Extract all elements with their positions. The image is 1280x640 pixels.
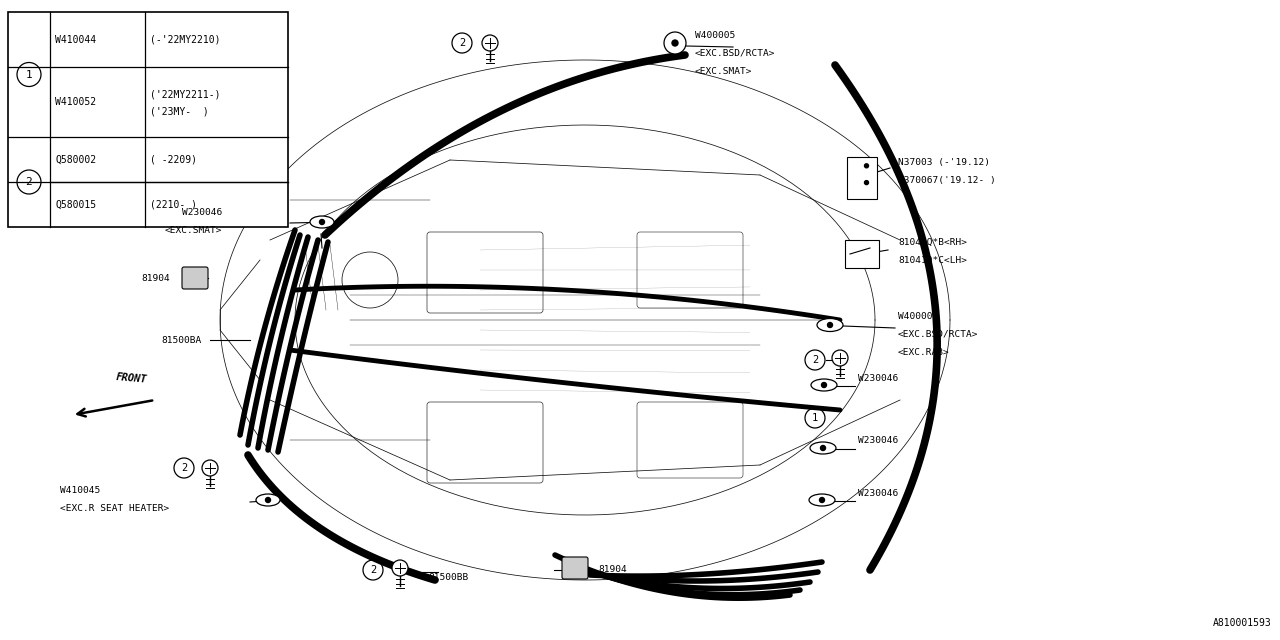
- Text: <EXC.R SEAT HEATER>: <EXC.R SEAT HEATER>: [60, 504, 169, 513]
- Text: (-'22MY2210): (-'22MY2210): [150, 35, 220, 45]
- Text: W410044: W410044: [55, 35, 96, 45]
- Ellipse shape: [812, 379, 837, 391]
- Text: 2: 2: [812, 355, 818, 365]
- Bar: [847, 157, 877, 200]
- Circle shape: [483, 35, 498, 51]
- Text: 81041Q*B<RH>: 81041Q*B<RH>: [899, 237, 966, 246]
- Circle shape: [832, 350, 849, 366]
- Text: ( -2209): ( -2209): [150, 154, 197, 164]
- Circle shape: [664, 32, 686, 54]
- Circle shape: [819, 497, 824, 502]
- Text: FRONT: FRONT: [116, 372, 148, 385]
- Circle shape: [864, 164, 869, 168]
- Text: ('22MY2211-): ('22MY2211-): [150, 89, 220, 99]
- Text: <EXC.BSD/RCTA>: <EXC.BSD/RCTA>: [899, 330, 978, 339]
- Text: 81041Q*C<LH>: 81041Q*C<LH>: [899, 255, 966, 264]
- Ellipse shape: [810, 442, 836, 454]
- Circle shape: [202, 460, 218, 476]
- Text: Q580002: Q580002: [55, 154, 96, 164]
- Text: <EXC.SMAT>: <EXC.SMAT>: [165, 225, 221, 234]
- Text: W230046: W230046: [182, 207, 221, 216]
- Circle shape: [392, 560, 408, 576]
- Ellipse shape: [809, 494, 835, 506]
- Text: ('23MY-  ): ('23MY- ): [150, 106, 209, 116]
- Text: <EXC.SMAT>: <EXC.SMAT>: [695, 67, 753, 76]
- Text: N370067('19.12- ): N370067('19.12- ): [899, 175, 996, 184]
- Text: 2: 2: [458, 38, 465, 48]
- Circle shape: [864, 180, 869, 184]
- Text: W230046: W230046: [858, 488, 899, 497]
- Circle shape: [820, 445, 826, 451]
- Circle shape: [320, 220, 325, 225]
- Text: W410045: W410045: [60, 486, 100, 495]
- Text: W410052: W410052: [55, 97, 96, 107]
- Text: 1: 1: [812, 413, 818, 423]
- Ellipse shape: [256, 494, 280, 506]
- Circle shape: [672, 40, 678, 46]
- Text: W400005: W400005: [899, 312, 938, 321]
- FancyBboxPatch shape: [182, 267, 207, 289]
- Text: W230046: W230046: [858, 435, 899, 445]
- Text: Q580015: Q580015: [55, 200, 96, 209]
- Bar: [8, 12, 288, 227]
- Text: 81500BA: 81500BA: [161, 335, 202, 344]
- Text: 2: 2: [26, 177, 32, 187]
- Text: 1: 1: [26, 70, 32, 79]
- Text: (2210- ): (2210- ): [150, 200, 197, 209]
- Text: N37003 (-'19.12): N37003 (-'19.12): [899, 157, 989, 166]
- Text: W400005: W400005: [695, 31, 735, 40]
- Bar: [845, 240, 879, 268]
- Text: 2: 2: [370, 565, 376, 575]
- Ellipse shape: [817, 319, 844, 332]
- FancyBboxPatch shape: [562, 557, 588, 579]
- Text: 81904: 81904: [141, 273, 170, 282]
- Text: <EXC.BSD/RCTA>: <EXC.BSD/RCTA>: [695, 49, 776, 58]
- Circle shape: [822, 383, 827, 387]
- Text: 2: 2: [180, 463, 187, 473]
- Text: <EXC.RAB>: <EXC.RAB>: [899, 348, 950, 356]
- Circle shape: [827, 323, 832, 328]
- Circle shape: [265, 497, 270, 502]
- Text: 81500BB: 81500BB: [428, 573, 468, 582]
- Ellipse shape: [310, 216, 334, 228]
- Text: A810001593: A810001593: [1213, 618, 1272, 628]
- Text: W230046: W230046: [858, 374, 899, 383]
- Text: 81904: 81904: [598, 566, 627, 575]
